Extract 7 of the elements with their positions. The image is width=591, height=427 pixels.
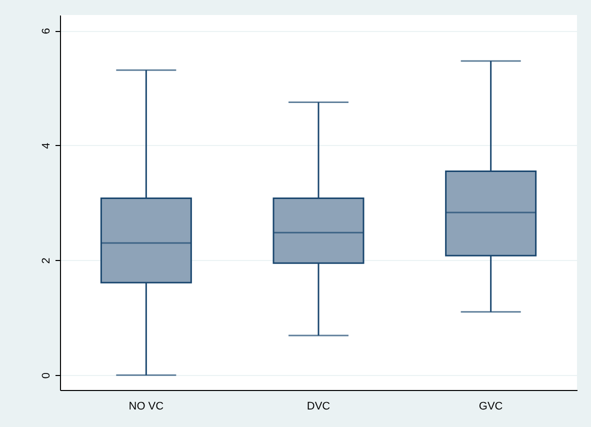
y-tick-label: 2 xyxy=(40,258,52,264)
x-tick-label: GVC xyxy=(478,400,503,412)
x-tick-label: DVC xyxy=(306,400,330,412)
x-tick-label: NO VC xyxy=(128,400,164,412)
y-tick-label: 6 xyxy=(40,28,52,34)
y-tick-label: 0 xyxy=(40,372,52,379)
y-tick-label: 4 xyxy=(40,142,52,149)
